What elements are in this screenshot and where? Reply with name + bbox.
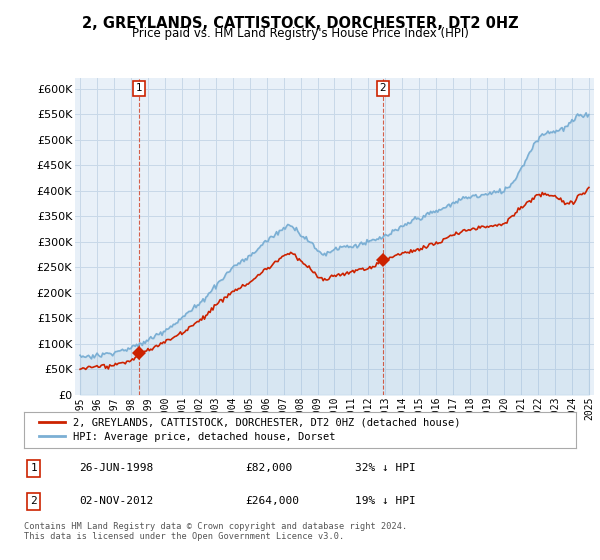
Text: 2, GREYLANDS, CATTISTOCK, DORCHESTER, DT2 0HZ: 2, GREYLANDS, CATTISTOCK, DORCHESTER, DT… <box>82 16 518 31</box>
Text: 2: 2 <box>379 83 386 93</box>
Text: Contains HM Land Registry data © Crown copyright and database right 2024.
This d: Contains HM Land Registry data © Crown c… <box>24 522 407 542</box>
Text: 02-NOV-2012: 02-NOV-2012 <box>79 497 154 506</box>
Text: £82,000: £82,000 <box>245 464 292 473</box>
Text: Price paid vs. HM Land Registry's House Price Index (HPI): Price paid vs. HM Land Registry's House … <box>131 27 469 40</box>
Text: 19% ↓ HPI: 19% ↓ HPI <box>355 497 416 506</box>
Text: 1: 1 <box>31 464 37 473</box>
Text: 2: 2 <box>31 497 37 506</box>
Text: £264,000: £264,000 <box>245 497 299 506</box>
Text: 26-JUN-1998: 26-JUN-1998 <box>79 464 154 473</box>
Text: 32% ↓ HPI: 32% ↓ HPI <box>355 464 416 473</box>
Legend: 2, GREYLANDS, CATTISTOCK, DORCHESTER, DT2 0HZ (detached house), HPI: Average pri: 2, GREYLANDS, CATTISTOCK, DORCHESTER, DT… <box>35 413 465 446</box>
Text: 1: 1 <box>136 83 143 93</box>
